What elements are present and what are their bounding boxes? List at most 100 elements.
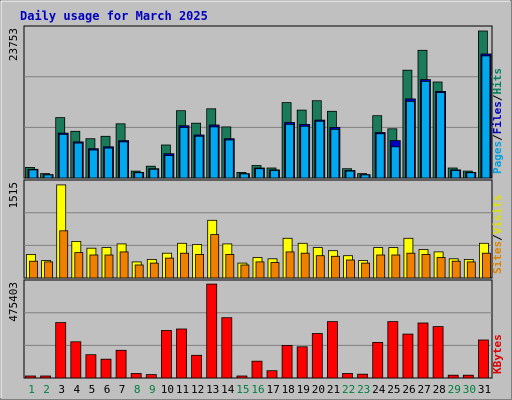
bar-kbytes-11 (176, 328, 187, 379)
bar-kbytes-16 (251, 360, 263, 379)
bar-pages-15 (239, 173, 249, 179)
bar-pages-24 (375, 133, 385, 179)
bar-sites-30 (466, 261, 476, 279)
legend-entry-visits: Visits (491, 195, 504, 235)
bar-kbytes-27 (417, 322, 429, 379)
x-tick-label: 1 (28, 383, 35, 396)
x-tick-label: 31 (478, 383, 491, 396)
legend-top: Pages/Files/Hits (491, 68, 504, 174)
bar-kbytes-5 (85, 354, 97, 379)
bar-kbytes-1 (25, 375, 36, 379)
bar-pages-28 (436, 92, 446, 179)
bar-kbytes-13 (206, 283, 218, 379)
x-tick-label: 23 (357, 383, 370, 396)
legend-separator: / (491, 94, 504, 101)
bar-kbytes-18 (281, 344, 293, 379)
bar-kbytes-8 (130, 373, 142, 379)
bar-pages-21 (330, 128, 340, 179)
bar-sites-26 (406, 252, 416, 279)
x-tick-label: 19 (297, 383, 310, 396)
bar-sites-19 (300, 252, 310, 279)
bar-sites-18 (285, 251, 295, 279)
bar-pages-23 (360, 174, 370, 179)
bar-sites-17 (270, 262, 280, 279)
bar-kbytes-19 (296, 346, 308, 379)
bar-pages-16 (255, 168, 264, 179)
bar-pages-25 (390, 146, 400, 179)
x-tick-label: 15 (236, 383, 249, 396)
bar-sites-23 (361, 262, 371, 279)
x-tick-label: 28 (433, 383, 446, 396)
legend-entry-kbytes: KBytes (491, 334, 504, 374)
bar-kbytes-9 (145, 374, 157, 379)
bar-kbytes-4 (70, 341, 82, 379)
bar-sites-6 (104, 254, 114, 279)
bar-pages-20 (315, 120, 325, 179)
bar-sites-22 (346, 259, 355, 279)
legend-bottom: KBytes (491, 334, 504, 374)
x-tick-label: 26 (402, 383, 415, 396)
series-sites (29, 230, 491, 279)
bar-kbytes-24 (372, 341, 384, 379)
x-tick-label: 7 (119, 383, 126, 396)
legend-entry-pages: Pages (491, 141, 504, 174)
bar-sites-1 (29, 260, 38, 279)
bar-pages-26 (405, 101, 415, 179)
x-tick-label: 25 (387, 383, 400, 396)
bar-sites-7 (119, 251, 129, 279)
bar-pages-31 (481, 55, 491, 179)
bar-pages-5 (89, 149, 98, 179)
bar-pages-13 (209, 126, 219, 179)
x-tick-label: 24 (372, 383, 386, 396)
panel-bottom: 475403 KBytes (7, 279, 504, 379)
bar-kbytes-31 (477, 339, 489, 379)
bar-sites-3 (59, 230, 69, 279)
bar-kbytes-14 (221, 317, 233, 379)
bar-pages-12 (194, 135, 204, 179)
x-tick-label: 16 (251, 383, 264, 396)
legend-middle: Sites/Visits (491, 195, 504, 275)
bar-kbytes-29 (447, 374, 459, 379)
bar-sites-28 (436, 257, 446, 279)
x-tick-label: 13 (206, 383, 219, 396)
x-tick-label: 11 (176, 383, 189, 396)
x-tick-label: 27 (417, 383, 430, 396)
bar-pages-4 (73, 142, 83, 179)
x-tick-labels: 1 2 3 4 5 6 7 8 9 10 11 12 13 14 15 16 17 18 19 20 21 22 23 24 2… (28, 383, 491, 396)
bar-kbytes-21 (326, 321, 338, 379)
bar-pages-2 (43, 174, 53, 179)
bar-sites-8 (134, 264, 144, 279)
chart-title: Daily usage for March 2025 (20, 9, 208, 23)
bar-pages-1 (28, 169, 38, 179)
x-tick-label: 2 (43, 383, 50, 396)
x-tick-label: 29 (448, 383, 461, 396)
bar-kbytes-28 (432, 326, 444, 379)
legend-separator: / (491, 134, 504, 141)
x-tick-label: 8 (134, 383, 141, 396)
bar-pages-17 (270, 170, 279, 179)
series-kbytes (25, 283, 489, 379)
bar-pages-10 (164, 155, 174, 179)
x-tick-label: 9 (149, 383, 156, 396)
bar-sites-25 (391, 254, 401, 279)
bar-sites-13 (210, 234, 220, 279)
bar-sites-31 (481, 252, 491, 279)
legend-entry-hits: Hits (491, 68, 504, 95)
bar-pages-3 (58, 133, 68, 179)
legend-entry-files: Files (491, 101, 504, 134)
series-pages (28, 55, 491, 179)
bar-pages-29 (451, 170, 461, 179)
y-max-label-middle: 1515 (7, 182, 20, 209)
bar-pages-7 (119, 141, 128, 179)
bar-sites-21 (330, 255, 340, 279)
bar-pages-19 (300, 125, 310, 179)
bar-sites-14 (225, 253, 235, 279)
bar-sites-27 (421, 253, 431, 279)
x-tick-label: 22 (342, 383, 355, 396)
bar-kbytes-6 (100, 358, 112, 379)
bar-sites-2 (44, 261, 53, 279)
bar-kbytes-25 (387, 321, 399, 379)
